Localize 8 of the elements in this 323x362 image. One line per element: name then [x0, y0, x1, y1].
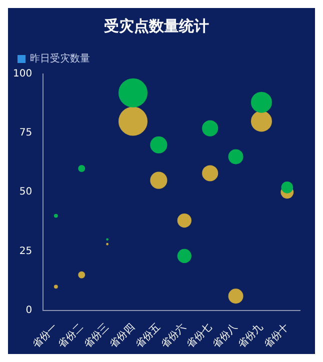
- y-tick-label: 0: [26, 304, 32, 316]
- y-tick-label: 100: [12, 68, 32, 80]
- legend-label: 昨日受灾数量: [30, 52, 90, 65]
- y-tick-label: 25: [19, 246, 32, 257]
- x-tick-label: 省份九: [236, 321, 266, 351]
- chart-title: 受灾点数量统计: [103, 16, 209, 35]
- y-tick-label: 50: [19, 186, 32, 198]
- y-tick-label: 75: [19, 128, 32, 139]
